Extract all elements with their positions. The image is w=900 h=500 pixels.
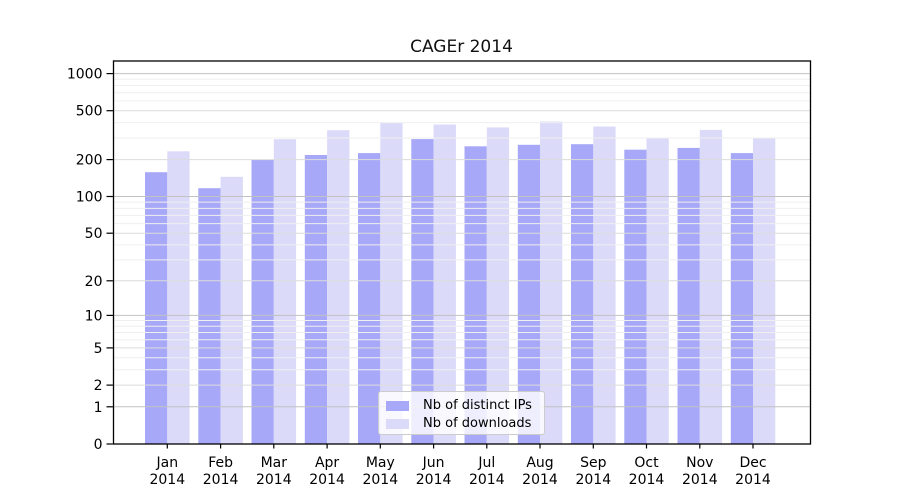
bar-distinct-ips-apr [304, 155, 328, 444]
bar-downloads-dec [753, 138, 776, 444]
y-tick-label: 5 [94, 341, 103, 357]
bar-distinct-ips-may [358, 153, 381, 444]
y-tick-label: 100 [76, 190, 103, 206]
x-tick-year-label: 2014 [309, 472, 345, 488]
y-axis: 0 1 2 5 10 20 50 100 200 500 1000 [67, 67, 113, 453]
major-gridlines [114, 73, 810, 408]
legend-swatch-distinct-ips [386, 400, 409, 411]
bar-downloads-feb [220, 176, 243, 445]
x-tick-month-label: Jul [477, 455, 495, 471]
legend-label-distinct-ips: Nb of distinct IPs [423, 398, 532, 413]
bar-distinct-ips-jan [145, 172, 168, 444]
y-tick-label: 2 [94, 378, 103, 394]
y-tick-label: 1 [94, 400, 103, 416]
y-tick-label: 10 [85, 308, 103, 324]
x-tick-year-label: 2014 [575, 472, 611, 488]
y-tick-label: 200 [76, 153, 103, 169]
x-tick-month-label: Aug [526, 455, 553, 471]
y-tick-label: 0 [94, 437, 103, 453]
x-tick-year-label: 2014 [522, 472, 558, 488]
x-tick-month-label: Sep [580, 455, 607, 471]
bar-distinct-ips-nov [677, 147, 700, 444]
bar-distinct-ips-mar [251, 159, 274, 444]
y-tick-label: 50 [85, 226, 103, 242]
bar-downloads-jan [167, 151, 190, 445]
y-tick-label: 1000 [67, 67, 103, 83]
x-tick-year-label: 2014 [203, 472, 239, 488]
legend-swatch-downloads [386, 418, 409, 429]
x-tick-month-label: Feb [208, 455, 233, 471]
minor-gridlines [114, 78, 810, 371]
legend: Nb of distinct IPs Nb of downloads [378, 391, 545, 435]
bar-downloads-sep [593, 126, 616, 444]
legend-label-downloads: Nb of downloads [423, 416, 532, 431]
x-tick-month-label: Nov [686, 455, 713, 471]
bar-downloads-oct [646, 137, 669, 444]
chart-title: CAGEr 2014 [410, 37, 513, 57]
legend-row-distinct-ips: Nb of distinct IPs [386, 398, 544, 413]
bar-downloads-nov [699, 129, 723, 444]
x-tick-month-label: Jun [422, 455, 445, 471]
bar-downloads-jul [486, 127, 510, 445]
x-tick-year-label: 2014 [256, 472, 292, 488]
bar-distinct-ips-oct [624, 149, 647, 444]
y-tick-label: 500 [76, 104, 103, 120]
bar-distinct-ips-feb [198, 188, 221, 444]
legend-row-downloads: Nb of downloads [386, 416, 544, 431]
x-tick-month-label: Dec [739, 455, 766, 471]
x-tick-year-label: 2014 [469, 472, 505, 488]
plot-border [112, 60, 812, 445]
bar-distinct-ips-sep [571, 144, 594, 444]
x-tick-year-label: 2014 [629, 472, 665, 488]
bar-downloads-apr [327, 130, 350, 444]
x-tick-year-label: 2014 [735, 472, 771, 488]
bar-distinct-ips-dec [730, 153, 754, 444]
x-axis: Jan2014Feb2014Mar2014Apr2014May2014Jun20… [149, 444, 771, 488]
x-tick-month-label: Mar [261, 455, 288, 471]
x-tick-year-label: 2014 [149, 472, 185, 488]
x-tick-year-label: 2014 [362, 472, 398, 488]
x-tick-month-label: Jan [156, 455, 179, 471]
x-tick-year-label: 2014 [416, 472, 452, 488]
x-tick-month-label: May [366, 455, 395, 471]
x-tick-year-label: 2014 [682, 472, 718, 488]
y-tick-label: 20 [85, 274, 103, 290]
bar-downloads-mar [273, 139, 297, 444]
bar-downloads-may [380, 122, 403, 445]
x-tick-month-label: Oct [634, 455, 659, 471]
bar-downloads-jun [433, 124, 456, 444]
x-tick-month-label: Apr [315, 455, 339, 471]
